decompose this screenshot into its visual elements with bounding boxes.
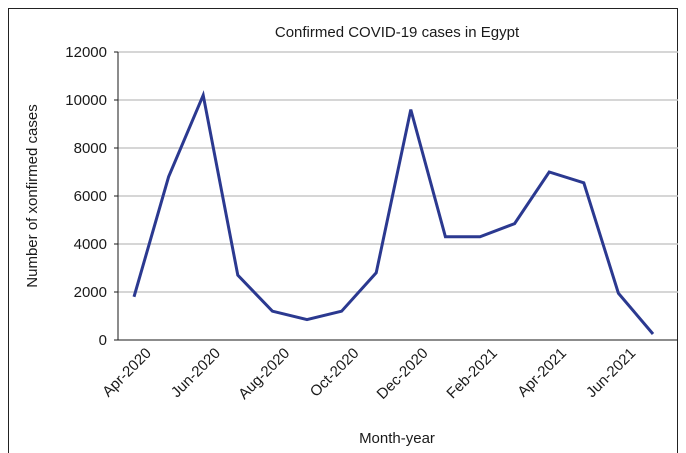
y-tick-labels: 0 2000 4000 6000 8000 10000 12000	[65, 44, 107, 349]
x-tick-label: Apr-2021	[514, 345, 570, 401]
y-tick-label: 0	[99, 332, 107, 349]
y-tick-label: 2000	[74, 284, 107, 301]
y-tick-label: 10000	[65, 92, 107, 109]
x-tick-label: Jun-2021	[583, 345, 639, 401]
y-tick-label: 4000	[74, 236, 107, 253]
chart-title: Confirmed COVID-19 cases in Egypt	[275, 24, 520, 41]
axes	[114, 51, 678, 341]
y-axis-title: Number of xonfirmed cases	[24, 104, 41, 287]
x-tick-labels: Apr-2020 Jun-2020 Aug-2020 Oct-2020 Dec-2020…	[99, 345, 639, 403]
chart-frame	[8, 8, 678, 453]
x-tick-label: Oct-2020	[307, 345, 363, 401]
x-axis-title: Month-year	[359, 430, 435, 447]
y-tick-label: 8000	[74, 140, 107, 157]
gridlines	[118, 51, 678, 293]
x-tick-label: Jun-2020	[168, 345, 224, 401]
x-tick-label: Apr-2020	[99, 345, 155, 401]
y-tick-label: 12000	[65, 44, 107, 61]
series-layer	[132, 90, 655, 335]
x-tick-label: Feb-2021	[443, 345, 500, 402]
x-tick-label: Dec-2020	[374, 345, 432, 403]
y-tick-label: 6000	[74, 188, 107, 205]
series-line	[132, 90, 655, 335]
x-tick-label: Aug-2020	[235, 345, 293, 403]
